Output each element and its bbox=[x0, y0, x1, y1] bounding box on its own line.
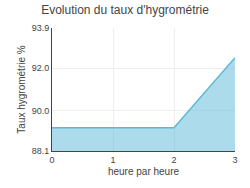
svg-text:88.1: 88.1 bbox=[32, 146, 50, 156]
svg-text:Taux hygrométrie %: Taux hygrométrie % bbox=[16, 45, 27, 133]
svg-text:Evolution du taux d'hygrométri: Evolution du taux d'hygrométrie bbox=[41, 3, 209, 17]
svg-text:93.9: 93.9 bbox=[32, 23, 50, 33]
svg-text:3: 3 bbox=[232, 155, 237, 165]
svg-text:2: 2 bbox=[171, 155, 176, 165]
svg-text:1: 1 bbox=[110, 155, 115, 165]
svg-text:92.0: 92.0 bbox=[32, 63, 50, 73]
svg-text:0: 0 bbox=[49, 155, 54, 165]
svg-text:90.0: 90.0 bbox=[32, 106, 50, 116]
svg-text:heure par heure: heure par heure bbox=[108, 166, 180, 177]
